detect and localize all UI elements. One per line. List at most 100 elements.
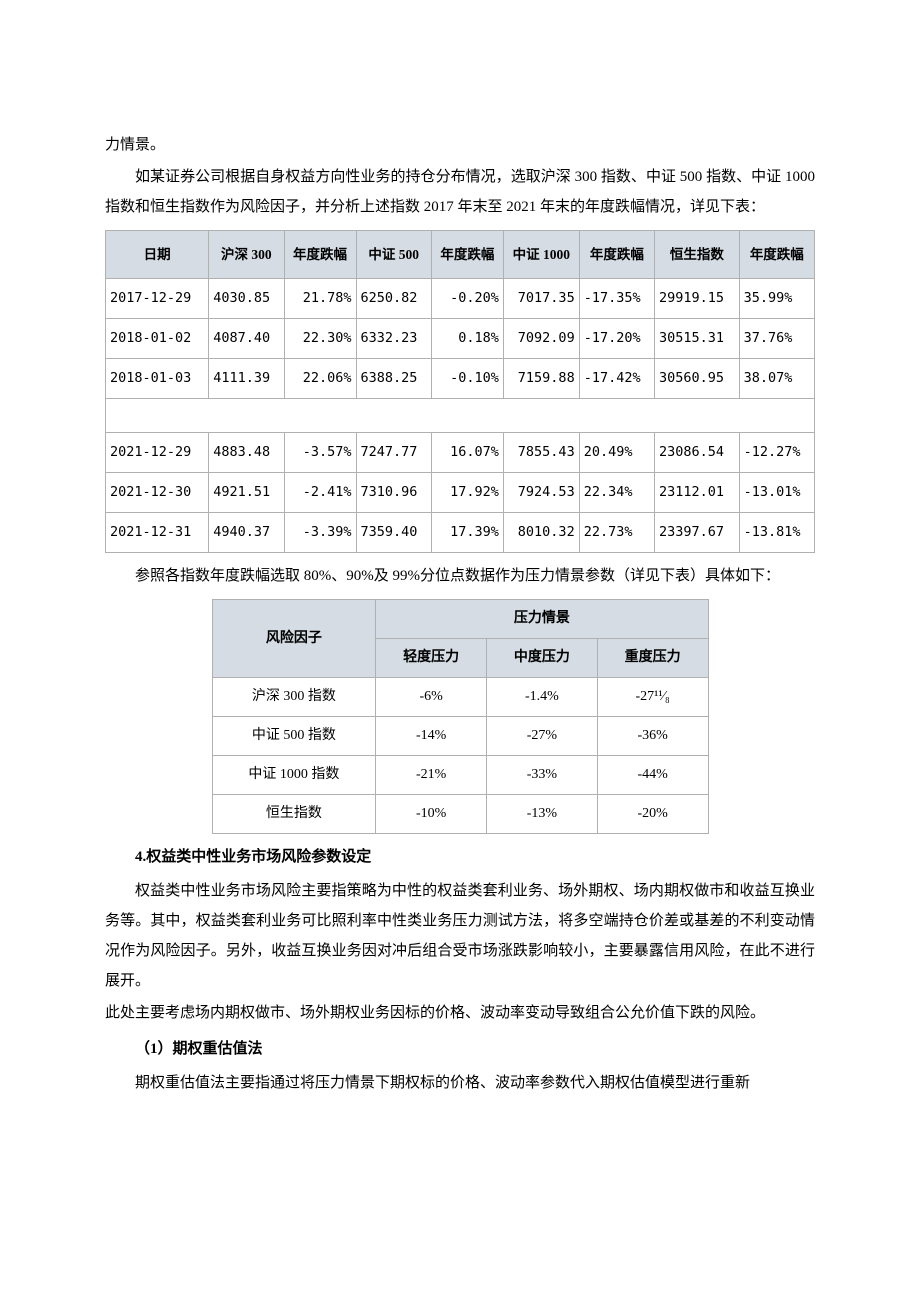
table-row: 2021-12-294883.48-3.57%7247.7716.07%7855… [106,433,815,473]
table-cell: -10% [376,795,487,834]
table-cell: 30560.95 [655,359,740,399]
table-cell: -27% [487,717,598,756]
table-cell: -1.4% [487,678,598,717]
table-row: 2021-12-314940.37-3.39%7359.4017.39%8010… [106,513,815,553]
table-cell: 2021-12-31 [106,513,209,553]
table-cell: -13% [487,795,598,834]
table-cell: 6332.23 [356,319,431,359]
table-row: 沪深 300 指数-6%-1.4%-27¹¹⁄₈ [212,678,708,717]
table-cell: 22.30% [284,319,356,359]
table-cell: -0.20% [431,279,503,319]
table-cell: -3.57% [284,433,356,473]
table-cell: -13.01% [739,473,814,513]
table-cell: 21.78% [284,279,356,319]
table-cell: 恒生指数 [212,795,376,834]
table-cell: 30515.31 [655,319,740,359]
table-cell: 4940.37 [209,513,284,553]
table-cell: 17.39% [431,513,503,553]
table2-header-cell: 轻度压力 [376,639,487,678]
table-cell: -20% [597,795,708,834]
table1-header-cell: 年度跌幅 [284,231,356,279]
table2-header-row1: 风险因子 压力情景 [212,600,708,639]
table-row: 2018-01-034111.3922.06%6388.25-0.10%7159… [106,359,815,399]
table1-header-cell: 年度跌幅 [739,231,814,279]
table-cell: 23112.01 [655,473,740,513]
table-cell: -0.10% [431,359,503,399]
table-cell: 23086.54 [655,433,740,473]
table-row: 2017-12-294030.8521.78%6250.82-0.20%7017… [106,279,815,319]
table-row: 2018-01-024087.4022.30%6332.230.18%7092.… [106,319,815,359]
table-cell: 7017.35 [503,279,579,319]
table-cell: 22.34% [579,473,654,513]
table1-header-cell: 日期 [106,231,209,279]
table-cell: 中证 1000 指数 [212,756,376,795]
table2-header-cell: 风险因子 [212,600,376,678]
table-cell: 4883.48 [209,433,284,473]
table-cell: 8010.32 [503,513,579,553]
table-cell: 7924.53 [503,473,579,513]
table-cell: -44% [597,756,708,795]
table2-header-cell: 中度压力 [487,639,598,678]
intro-line2: 如某证券公司根据自身权益方向性业务的持仓分布情况，选取沪深 300 指数、中证 … [105,162,815,222]
table-cell: 23397.67 [655,513,740,553]
table1-gap-cell [106,399,815,433]
table-cell: -6% [376,678,487,717]
table-cell: -36% [597,717,708,756]
table1-header-cell: 中证 500 [356,231,431,279]
table-cell: 7310.96 [356,473,431,513]
table-cell: -2.41% [284,473,356,513]
table-cell: 2021-12-29 [106,433,209,473]
table-cell: 沪深 300 指数 [212,678,376,717]
section4-para1: 权益类中性业务市场风险主要指策略为中性的权益类套利业务、场外期权、场内期权做市和… [105,876,815,996]
table-row: 中证 500 指数-14%-27%-36% [212,717,708,756]
index-history-table: 日期 沪深 300 年度跌幅 中证 500 年度跌幅 中证 1000 年度跌幅 … [105,230,815,553]
table1-header-cell: 中证 1000 [503,231,579,279]
table-cell: 7855.43 [503,433,579,473]
table-cell: -17.20% [579,319,654,359]
table-cell: -12.27% [739,433,814,473]
table-cell: 6250.82 [356,279,431,319]
table1-header-cell: 年度跌幅 [431,231,503,279]
table-cell: -17.42% [579,359,654,399]
table-row: 2021-12-304921.51-2.41%7310.9617.92%7924… [106,473,815,513]
table-cell: 7359.40 [356,513,431,553]
table-cell: 4111.39 [209,359,284,399]
table-cell: 17.92% [431,473,503,513]
intro-line1: 力情景。 [105,130,815,160]
table-cell: 7247.77 [356,433,431,473]
table2-caption: 参照各指数年度跌幅选取 80%、90%及 99%分位点数据作为压力情景参数（详见… [105,561,815,591]
table-cell: 4030.85 [209,279,284,319]
table-cell: 22.06% [284,359,356,399]
table-cell: -13.81% [739,513,814,553]
table-cell: 2018-01-03 [106,359,209,399]
table-cell: 35.99% [739,279,814,319]
table-cell: 16.07% [431,433,503,473]
table-cell: 37.76% [739,319,814,359]
table-cell: 29919.15 [655,279,740,319]
table-cell: 22.73% [579,513,654,553]
table-cell: 2021-12-30 [106,473,209,513]
table-cell: 2017-12-29 [106,279,209,319]
table1-header-cell: 恒生指数 [655,231,740,279]
table1-header-cell: 沪深 300 [209,231,284,279]
subsection1-title: （1）期权重估值法 [105,1034,815,1064]
table-row: 恒生指数-10%-13%-20% [212,795,708,834]
table-cell: 7092.09 [503,319,579,359]
section4-para2: 此处主要考虑场内期权做市、场外期权业务因标的价格、波动率变动导致组合公允价值下跌… [105,998,815,1028]
table-cell: 7159.88 [503,359,579,399]
table-cell: 中证 500 指数 [212,717,376,756]
table1-header-cell: 年度跌幅 [579,231,654,279]
table-cell: 0.18% [431,319,503,359]
subsection1-para1: 期权重估值法主要指通过将压力情景下期权标的价格、波动率参数代入期权估值模型进行重… [105,1068,815,1098]
table-cell: -3.39% [284,513,356,553]
table1-header-row: 日期 沪深 300 年度跌幅 中证 500 年度跌幅 中证 1000 年度跌幅 … [106,231,815,279]
table-cell: -14% [376,717,487,756]
table-row: 中证 1000 指数-21%-33%-44% [212,756,708,795]
table-cell: -33% [487,756,598,795]
table-cell: -17.35% [579,279,654,319]
table1-gap-row [106,399,815,433]
section4-title: 4.权益类中性业务市场风险参数设定 [105,842,815,872]
table-cell: -27¹¹⁄₈ [597,678,708,717]
table-cell: 2018-01-02 [106,319,209,359]
table-cell: -21% [376,756,487,795]
